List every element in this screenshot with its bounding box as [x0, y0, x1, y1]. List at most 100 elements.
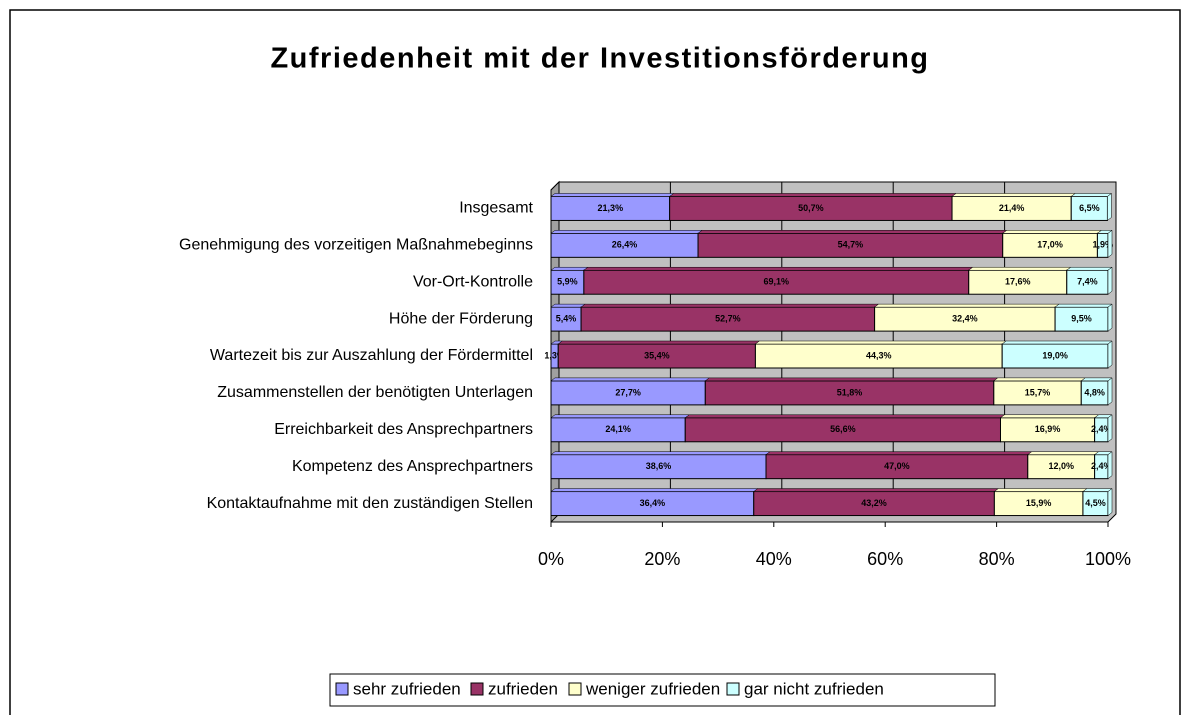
bar-top — [1027, 451, 1100, 455]
data-label: 17,6% — [1005, 277, 1031, 287]
data-label: 32,4% — [952, 313, 978, 323]
y-tick-label: Vor-Ort-Kontrolle — [413, 273, 533, 290]
bar-end — [1107, 192, 1112, 221]
data-label: 5,9% — [557, 277, 578, 287]
bar-segment — [583, 269, 970, 295]
bar-top — [580, 303, 880, 308]
bar-end — [1107, 229, 1113, 258]
bar-top — [550, 451, 771, 455]
bar-top — [697, 230, 1008, 234]
bar-top — [557, 340, 761, 345]
bar-top — [993, 488, 1088, 492]
data-label: 1,3% — [544, 350, 565, 360]
data-label: 15,9% — [1026, 498, 1052, 508]
legend-label: zufrieden — [488, 679, 558, 698]
bar-segment — [765, 454, 1029, 480]
bar-segment — [1027, 454, 1096, 480]
data-label: 16,9% — [1035, 424, 1061, 434]
bar-top — [1070, 193, 1113, 197]
data-label: 47,0% — [884, 461, 910, 471]
bar-top — [873, 303, 1060, 308]
bar-end — [1107, 303, 1113, 332]
chart-title: Zufriedenheit mit der Investitionsförder… — [270, 43, 929, 75]
bar-top — [752, 488, 1000, 492]
bar-segment — [1001, 343, 1109, 369]
bar-top — [1066, 266, 1113, 271]
bar-top — [1054, 303, 1113, 308]
legend-swatch — [726, 682, 740, 696]
x-tick-label: 80% — [979, 549, 1015, 569]
bar-end — [1107, 414, 1113, 443]
bar-end — [1107, 488, 1113, 517]
y-tick-label: Erreichbarkeit des Ansprechpartners — [274, 421, 533, 438]
bar-top — [1001, 340, 1113, 345]
legend-swatch — [470, 682, 484, 696]
data-label: 21,3% — [598, 203, 624, 213]
data-label: 15,7% — [1025, 387, 1051, 397]
data-label: 4,8% — [1084, 387, 1105, 397]
bar-segment — [754, 343, 1003, 369]
bar-top — [754, 340, 1007, 345]
bar-top — [550, 377, 711, 382]
y-tick-label: Wartezeit bis zur Auszahlung der Förderm… — [210, 347, 533, 364]
bar-segment — [993, 380, 1082, 406]
bar-segment — [753, 491, 995, 517]
bar-top — [583, 266, 974, 271]
data-label: 50,7% — [798, 203, 824, 213]
bar-top — [550, 414, 690, 419]
data-label: 6,5% — [1079, 203, 1100, 213]
x-tick-label: 40% — [756, 549, 792, 569]
data-label: 44,3% — [866, 350, 892, 360]
bar-top — [550, 266, 589, 271]
y-tick-label: Insgesamt — [459, 200, 533, 217]
x-tick-label: 0% — [538, 549, 564, 569]
bar-end — [1107, 340, 1113, 369]
bar-segment — [874, 306, 1056, 332]
bar-segment — [550, 380, 706, 406]
bar-end — [1107, 377, 1113, 406]
legend-box — [329, 673, 996, 707]
y-tick-label: Höhe der Förderung — [389, 310, 533, 327]
bar-segment — [993, 491, 1084, 517]
data-label: 5,4% — [556, 313, 577, 323]
bar-top — [550, 303, 586, 308]
data-label: 1,9% — [1092, 240, 1113, 250]
x-tick-label: 60% — [867, 549, 903, 569]
bar-top — [684, 414, 1006, 419]
legend-label: gar nicht zufrieden — [744, 679, 884, 698]
data-label: 69,1% — [764, 277, 790, 287]
bar-segment — [968, 269, 1068, 295]
data-label: 2,4% — [1091, 461, 1112, 471]
bar-segment — [999, 417, 1096, 443]
bar-end — [1107, 266, 1113, 295]
bar-top — [1080, 377, 1113, 382]
data-label: 2,4% — [1091, 424, 1112, 434]
bar-end — [1107, 451, 1113, 480]
bar-top — [993, 377, 1087, 382]
legend-swatch — [568, 682, 582, 696]
bar-top — [1001, 230, 1103, 234]
bar-top — [999, 414, 1100, 419]
y-tick-label: Kontaktaufnahme mit den zuständigen Stel… — [207, 495, 533, 512]
data-label: 7,4% — [1077, 277, 1098, 287]
data-label: 56,6% — [830, 424, 856, 434]
bar-segment — [1066, 269, 1109, 295]
bar-segment — [1070, 195, 1108, 221]
bar-top — [668, 193, 957, 197]
bar-segment — [580, 306, 876, 332]
bar-top — [951, 193, 1076, 197]
bar-top — [550, 488, 759, 492]
data-label: 38,6% — [646, 461, 672, 471]
bar-top — [1082, 488, 1113, 492]
y-tick-label: Genehmigung des vorzeitigen Maßnahmebegi… — [179, 237, 533, 254]
bar-segment — [550, 417, 686, 443]
bar-top — [968, 266, 1072, 271]
bar-top — [550, 193, 675, 197]
data-label: 52,7% — [715, 313, 741, 323]
data-label: 35,4% — [644, 350, 670, 360]
x-tick-label: 20% — [644, 549, 680, 569]
legend-label: weniger zufrieden — [585, 679, 720, 698]
bar-top — [550, 230, 703, 234]
data-label: 9,5% — [1071, 313, 1092, 323]
data-label: 43,2% — [861, 498, 887, 508]
